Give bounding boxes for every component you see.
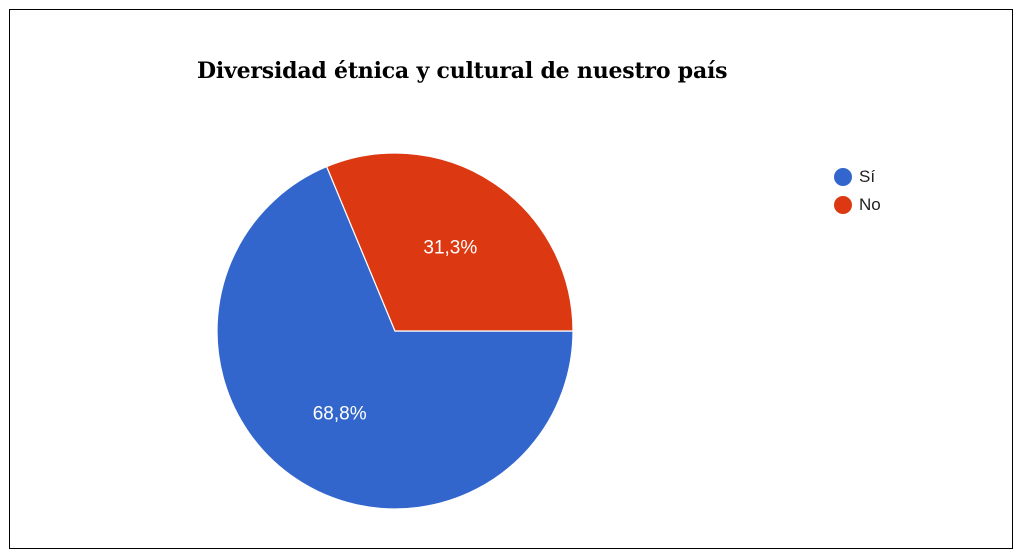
- pie-slice-no[interactable]: [325, 152, 574, 332]
- pie-slice-si[interactable]: [216, 165, 574, 510]
- legend-swatch-no: [834, 196, 852, 214]
- legend-item-no[interactable]: No: [834, 191, 881, 219]
- chart-legend: Sí No: [834, 163, 881, 219]
- legend-label-si: Sí: [859, 167, 876, 186]
- pie-label-si: 68,8%: [313, 403, 367, 424]
- chart-title: Diversidad étnica y cultural de nuestro …: [197, 58, 728, 84]
- legend-label-no: No: [859, 195, 881, 214]
- legend-swatch-si: [834, 168, 852, 186]
- pie-chart: 68,8% 31,3%: [216, 152, 574, 510]
- legend-item-si[interactable]: Sí: [834, 163, 881, 191]
- pie-label-no: 31,3%: [423, 238, 477, 259]
